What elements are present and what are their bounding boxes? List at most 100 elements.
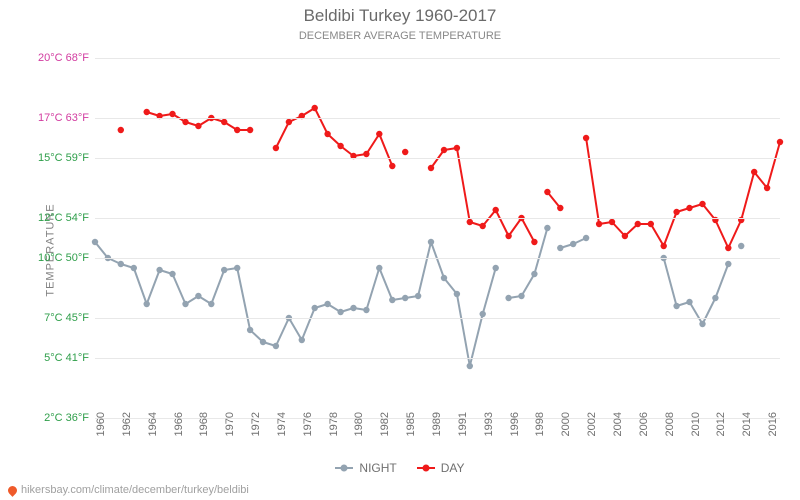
legend-swatch-icon [417, 467, 435, 469]
plot-area: 2°C 36°F5°C 41°F7°C 45°F10°C 50°F12°C 54… [95, 48, 780, 418]
legend: NIGHTDAY [0, 458, 800, 475]
x-tick-label: 1993 [483, 412, 495, 436]
series-marker [661, 243, 667, 249]
y-tick-label: 15°C 59°F [25, 152, 89, 164]
x-tick-label: 2008 [664, 412, 676, 436]
gridline [95, 58, 780, 59]
series-marker [480, 223, 486, 229]
series-marker [441, 147, 447, 153]
series-marker [557, 205, 563, 211]
series-marker [169, 271, 175, 277]
map-pin-icon [6, 484, 19, 497]
x-tick-label: 2016 [767, 412, 779, 436]
series-marker [699, 321, 705, 327]
x-tick-label: 2004 [612, 412, 624, 436]
series-marker [428, 239, 434, 245]
series-line [586, 138, 780, 248]
series-marker [299, 337, 305, 343]
series-marker [725, 245, 731, 251]
y-tick-label: 20°C 68°F [25, 52, 89, 64]
series-marker [376, 131, 382, 137]
series-marker [751, 169, 757, 175]
series-marker [221, 119, 227, 125]
gridline [95, 158, 780, 159]
chart-svg [95, 48, 780, 418]
legend-swatch-icon [335, 467, 353, 469]
series-marker [182, 301, 188, 307]
series-marker [324, 131, 330, 137]
series-marker [686, 299, 692, 305]
x-tick-label: 1960 [95, 412, 107, 436]
series-marker [609, 219, 615, 225]
series-marker [92, 239, 98, 245]
y-tick-label: 10°C 50°F [25, 252, 89, 264]
series-marker [467, 363, 473, 369]
series-marker [195, 293, 201, 299]
series-marker [182, 119, 188, 125]
legend-marker-icon [341, 465, 348, 472]
series-marker [273, 343, 279, 349]
series-marker [144, 301, 150, 307]
series-marker [557, 245, 563, 251]
series-marker [131, 265, 137, 271]
series-marker [286, 119, 292, 125]
series-marker [260, 339, 266, 345]
series-marker [583, 235, 589, 241]
series-marker [402, 295, 408, 301]
series-marker [673, 209, 679, 215]
series-marker [312, 105, 318, 111]
series-marker [505, 233, 511, 239]
series-marker [544, 189, 550, 195]
x-tick-label: 2006 [638, 412, 650, 436]
y-tick-label: 17°C 63°F [25, 112, 89, 124]
series-marker [376, 265, 382, 271]
series-marker [531, 239, 537, 245]
series-marker [389, 163, 395, 169]
x-tick-label: 1980 [353, 412, 365, 436]
x-tick-label: 1991 [457, 412, 469, 436]
attribution-text: hikersbay.com/climate/december/turkey/be… [21, 484, 249, 496]
series-marker [454, 291, 460, 297]
x-tick-label: 1985 [405, 412, 417, 436]
gridline [95, 218, 780, 219]
gridline [95, 118, 780, 119]
series-marker [428, 165, 434, 171]
series-marker [415, 293, 421, 299]
chart-title: Beldibi Turkey 1960-2017 [0, 6, 800, 26]
series-marker [402, 149, 408, 155]
series-marker [648, 221, 654, 227]
series-marker [247, 327, 253, 333]
series-marker [583, 135, 589, 141]
series-marker [273, 145, 279, 151]
series-marker [531, 271, 537, 277]
series-marker [441, 275, 447, 281]
y-tick-label: 7°C 45°F [25, 312, 89, 324]
series-marker [454, 145, 460, 151]
series-marker [337, 143, 343, 149]
x-tick-label: 1976 [302, 412, 314, 436]
x-tick-label: 1996 [509, 412, 521, 436]
series-line [509, 228, 548, 298]
x-tick-label: 1998 [534, 412, 546, 436]
series-marker [247, 127, 253, 133]
series-marker [195, 123, 201, 129]
x-tick-label: 1968 [198, 412, 210, 436]
series-marker [324, 301, 330, 307]
x-tick-label: 1989 [431, 412, 443, 436]
series-marker [518, 293, 524, 299]
series-marker [363, 307, 369, 313]
legend-marker-icon [422, 465, 429, 472]
series-marker [169, 111, 175, 117]
x-tick-label: 1972 [250, 412, 262, 436]
series-marker [493, 207, 499, 213]
series-marker [596, 221, 602, 227]
gridline [95, 318, 780, 319]
x-tick-label: 1978 [328, 412, 340, 436]
series-marker [118, 127, 124, 133]
x-tick-label: 1974 [276, 412, 288, 436]
series-marker [635, 221, 641, 227]
x-tick-label: 1982 [379, 412, 391, 436]
chart-root: Beldibi Turkey 1960-2017 DECEMBER AVERAG… [0, 0, 800, 500]
series-marker [725, 261, 731, 267]
series-marker [363, 151, 369, 157]
